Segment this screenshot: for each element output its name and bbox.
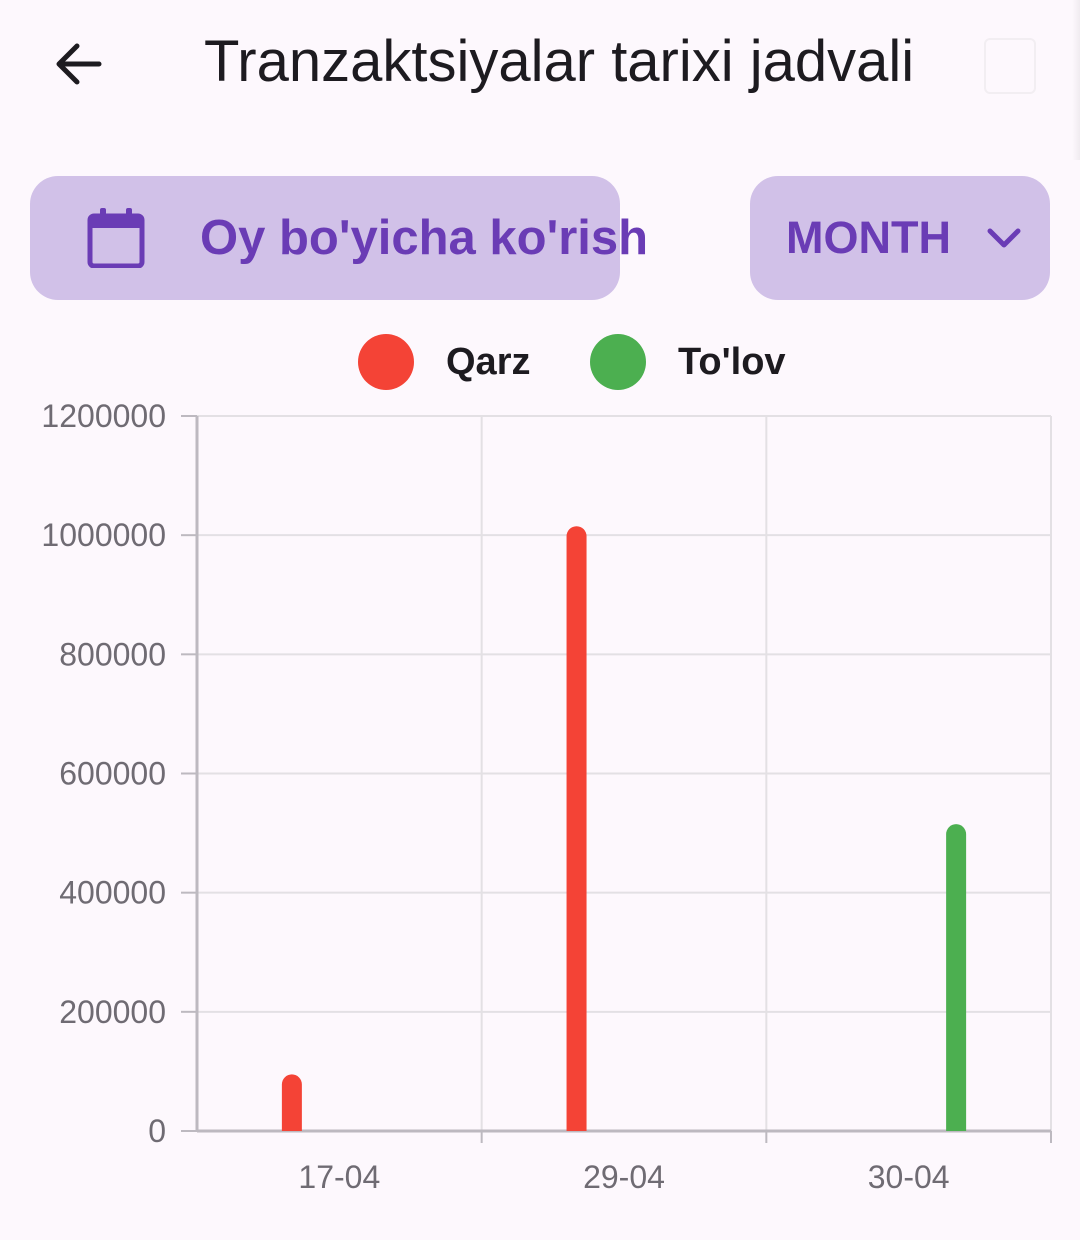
blank-icon bbox=[984, 38, 1036, 94]
page-title: Tranzaktsiyalar tarixi jadvali bbox=[204, 29, 915, 94]
transactions-bar-chart: 0 200000 400000 600000 800000 1000000 1200000 1… bbox=[41, 398, 1052, 1195]
view-by-month-label: Oy bo'yicha ko'rish bbox=[200, 211, 649, 265]
bar-tolov-30-04 bbox=[946, 824, 967, 1131]
y-tick-label: 200000 bbox=[59, 994, 166, 1030]
period-dropdown[interactable]: MONTH bbox=[750, 176, 1050, 300]
legend-item-qarz: Qarz bbox=[358, 330, 530, 394]
chart-legend: Qarz To'lov bbox=[0, 330, 1080, 394]
back-button[interactable] bbox=[40, 26, 116, 102]
bar-qarz-29-04 bbox=[566, 526, 587, 1131]
x-tick-label: 30-04 bbox=[868, 1159, 950, 1195]
app-bar: Tranzaktsiyalar tarixi jadvali bbox=[0, 0, 1080, 160]
y-tick-label: 1200000 bbox=[41, 398, 166, 434]
y-tick-label: 0 bbox=[148, 1113, 166, 1149]
legend-item-tolov: To'lov bbox=[590, 330, 786, 394]
x-tick-label: 17-04 bbox=[298, 1159, 380, 1195]
bar-qarz-17-04 bbox=[281, 1074, 302, 1131]
chevron-down-icon bbox=[987, 228, 1021, 248]
y-tick-label: 400000 bbox=[59, 875, 166, 911]
calendar-icon bbox=[87, 208, 145, 268]
x-tick-label: 29-04 bbox=[583, 1159, 665, 1195]
y-tick-label: 1000000 bbox=[41, 517, 166, 553]
legend-dot-qarz bbox=[358, 334, 414, 390]
legend-label-tolov: To'lov bbox=[678, 340, 786, 383]
y-tick-label: 800000 bbox=[59, 636, 166, 672]
appbar-action-button[interactable] bbox=[980, 34, 1038, 94]
legend-dot-tolov bbox=[590, 334, 646, 390]
view-by-month-button[interactable]: Oy bo'yicha ko'rish bbox=[30, 176, 648, 300]
y-tick-label: 600000 bbox=[59, 756, 166, 792]
edge-shadow bbox=[1072, 0, 1080, 160]
legend-label-qarz: Qarz bbox=[446, 340, 531, 383]
period-selected-value: MONTH bbox=[786, 212, 951, 263]
arrow-left-icon bbox=[56, 43, 102, 85]
